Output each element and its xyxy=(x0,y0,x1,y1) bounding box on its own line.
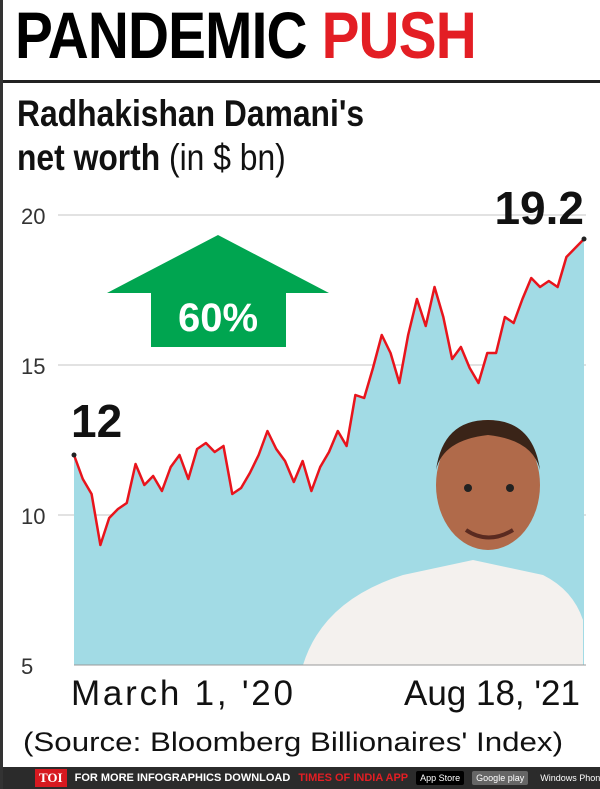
person-face xyxy=(436,420,540,550)
subtitle-line1: Radhakishan Damani's xyxy=(17,93,365,134)
y-tick-10: 10 xyxy=(21,504,45,529)
data-point xyxy=(71,452,77,458)
headline-red: PUSH xyxy=(321,0,477,72)
headline: PANDEMIC PUSH xyxy=(15,2,477,68)
y-tick-15: 15 xyxy=(21,354,45,379)
google-play-badge[interactable]: Google play xyxy=(472,771,529,785)
source-note: (Source: Bloomberg Billionaires' Index) xyxy=(23,727,563,757)
footer-bar: TOI FOR MORE INFOGRAPHICS DOWNLOAD TIMES… xyxy=(3,767,600,789)
net-worth-line xyxy=(72,238,585,547)
change-label: 60% xyxy=(178,296,258,340)
footer-text: FOR MORE INFOGRAPHICS DOWNLOAD xyxy=(74,772,291,784)
subtitle-bold: net worth xyxy=(17,137,161,178)
data-point xyxy=(581,236,587,242)
start-value-label: 12 xyxy=(71,395,122,447)
person-eye-left xyxy=(464,484,472,492)
footer-app-text[interactable]: TIMES OF INDIA APP xyxy=(298,772,409,784)
end-value-label: 19.2 xyxy=(494,182,584,234)
x-start-label: March 1, '20 xyxy=(71,674,293,713)
subtitle-unit: (in $ bn) xyxy=(160,137,286,178)
toi-logo: TOI xyxy=(35,769,67,787)
person-shirt xyxy=(303,560,583,665)
x-end-label: Aug 18, '21 xyxy=(404,674,580,713)
app-store-badge[interactable]: App Store xyxy=(416,771,465,785)
y-tick-5: 5 xyxy=(21,654,33,679)
y-tick-20: 20 xyxy=(21,204,45,229)
windows-phone-badge[interactable]: Windows Phone xyxy=(536,771,600,785)
net-worth-chart: 20 15 10 5 60% 12 19.2 March 1, '20 Aug 18, '21 (… xyxy=(21,182,587,757)
up-arrow-icon xyxy=(107,235,329,347)
subtitle: Radhakishan Damani's net worth (in $ bn) xyxy=(17,92,364,180)
headline-black: PANDEMIC xyxy=(15,0,308,72)
person-eye-right xyxy=(506,484,514,492)
divider xyxy=(3,80,600,83)
person-hair xyxy=(436,420,540,470)
person-mouth xyxy=(464,528,515,540)
